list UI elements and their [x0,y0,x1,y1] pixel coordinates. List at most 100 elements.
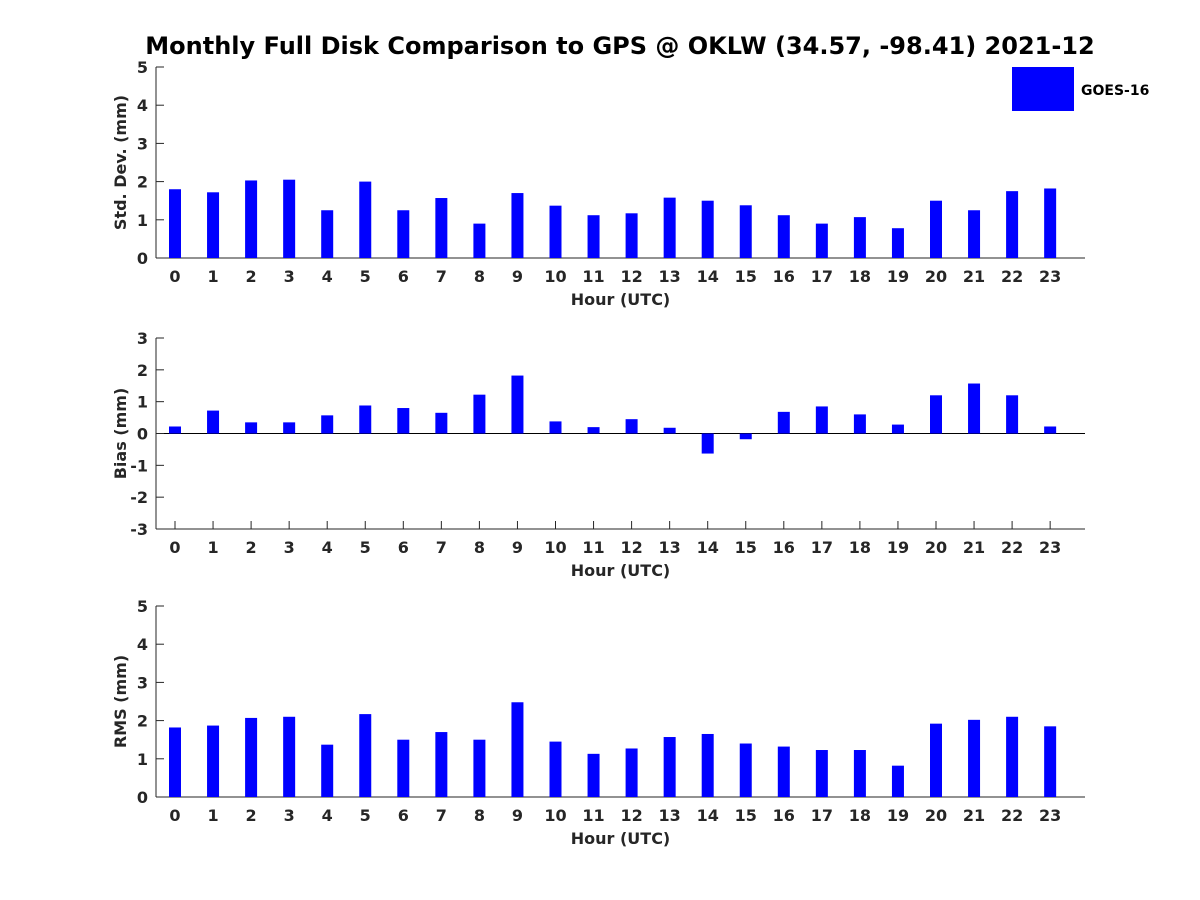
bias-xtick-label: 3 [284,538,295,557]
rms-ytick-label: 1 [137,750,148,769]
std-bar-16 [777,215,790,258]
rms-bar-14 [701,733,714,797]
bias-xtick-label: 1 [207,538,218,557]
rms-bar-2 [245,717,258,797]
bias-bar-18 [853,414,866,434]
rms-xtick-label: 6 [398,806,409,825]
bias-bar-15 [739,433,752,440]
std-bar-4 [321,210,334,258]
std-xtick-label: 9 [512,267,523,286]
bias-xtick-label: 0 [169,538,180,557]
rms-bar-20 [930,723,942,797]
std-xtick-label: 10 [544,267,566,286]
std-xtick-label: 22 [1001,267,1023,286]
bias-xtick-label: 8 [474,538,485,557]
bias-bar-8 [473,394,486,434]
rms-xtick-label: 3 [284,806,295,825]
std-xtick-label: 0 [169,267,180,286]
bias-ylabel: Bias (mm) [111,388,130,480]
bias-xtick-label: 14 [697,538,719,557]
bias-xtick-label: 22 [1001,538,1023,557]
rms-xtick-label: 23 [1039,806,1061,825]
std-bar-5 [359,181,372,258]
rms-bar-21 [968,719,981,797]
rms-bar-13 [663,737,676,797]
std-xtick-label: 19 [887,267,909,286]
bias-xtick-label: 6 [398,538,409,557]
bias-xtick-label: 10 [544,538,566,557]
rms-bar-8 [473,739,486,797]
rms-ytick-label: 4 [137,635,148,654]
std-ytick-label: 4 [137,96,148,115]
rms-xtick-label: 17 [811,806,833,825]
std-bar-2 [245,180,258,258]
std-xtick-label: 14 [697,267,719,286]
std-bar-17 [815,223,828,258]
std-xtick-label: 16 [773,267,795,286]
std-xtick-label: 13 [659,267,681,286]
rms-bar-0 [169,727,181,797]
std-xtick-label: 8 [474,267,485,286]
rms-xtick-label: 1 [207,806,218,825]
rms-xtick-label: 12 [620,806,642,825]
rms-xtick-label: 9 [512,806,523,825]
bias-bar-6 [397,408,410,434]
std-ytick-label: 0 [137,249,148,268]
rms-bar-4 [321,744,334,797]
bias-xtick-label: 4 [322,538,333,557]
rms-bar-9 [511,702,524,797]
rms-ytick-label: 0 [137,788,148,807]
rms-xtick-label: 13 [659,806,681,825]
std-bar-11 [587,215,600,258]
bias-bar-4 [321,415,334,434]
bias-bar-10 [549,421,562,434]
bias-bar-20 [930,395,942,434]
rms-bar-7 [435,732,448,797]
bias-bar-21 [968,383,981,434]
std-bar-3 [283,179,296,258]
rms-xtick-label: 22 [1001,806,1023,825]
std-xtick-label: 21 [963,267,985,286]
rms-xtick-label: 10 [544,806,566,825]
bias-bar-5 [359,405,372,434]
rms-ytick-label: 3 [137,673,148,692]
std-xtick-label: 11 [582,267,604,286]
std-bar-13 [663,197,676,258]
std-xtick-label: 15 [735,267,757,286]
rms-xlabel: Hour (UTC) [571,829,671,848]
rms-xtick-label: 4 [322,806,333,825]
rms-ylabel: RMS (mm) [111,655,130,748]
rms-bar-22 [1006,716,1019,797]
rms-xtick-label: 14 [697,806,719,825]
bias-bar-2 [245,422,258,434]
std-xtick-label: 18 [849,267,871,286]
std-bar-23 [1044,188,1057,258]
bias-ytick-label: -3 [130,520,148,539]
std-bar-15 [739,205,752,258]
bias-ytick-label: 2 [137,361,148,380]
bias-xtick-label: 12 [620,538,642,557]
bias-xtick-label: 5 [360,538,371,557]
bias-xtick-label: 18 [849,538,871,557]
std-xlabel: Hour (UTC) [571,290,671,309]
rms-bar-5 [359,714,372,797]
std-ytick-label: 2 [137,173,148,192]
bias-xtick-label: 15 [735,538,757,557]
std-bar-22 [1006,191,1019,258]
std-bar-8 [473,223,486,258]
std-xtick-label: 17 [811,267,833,286]
bias-ytick-label: 3 [137,329,148,348]
std-ytick-label: 1 [137,211,148,230]
rms-ytick-label: 2 [137,712,148,731]
bias-bar-1 [207,410,220,434]
rms-bar-10 [549,741,562,797]
bias-xtick-label: 11 [582,538,604,557]
rms-xtick-label: 15 [735,806,757,825]
bias-bar-9 [511,375,524,434]
rms-xtick-label: 21 [963,806,985,825]
rms-bar-23 [1044,726,1057,797]
